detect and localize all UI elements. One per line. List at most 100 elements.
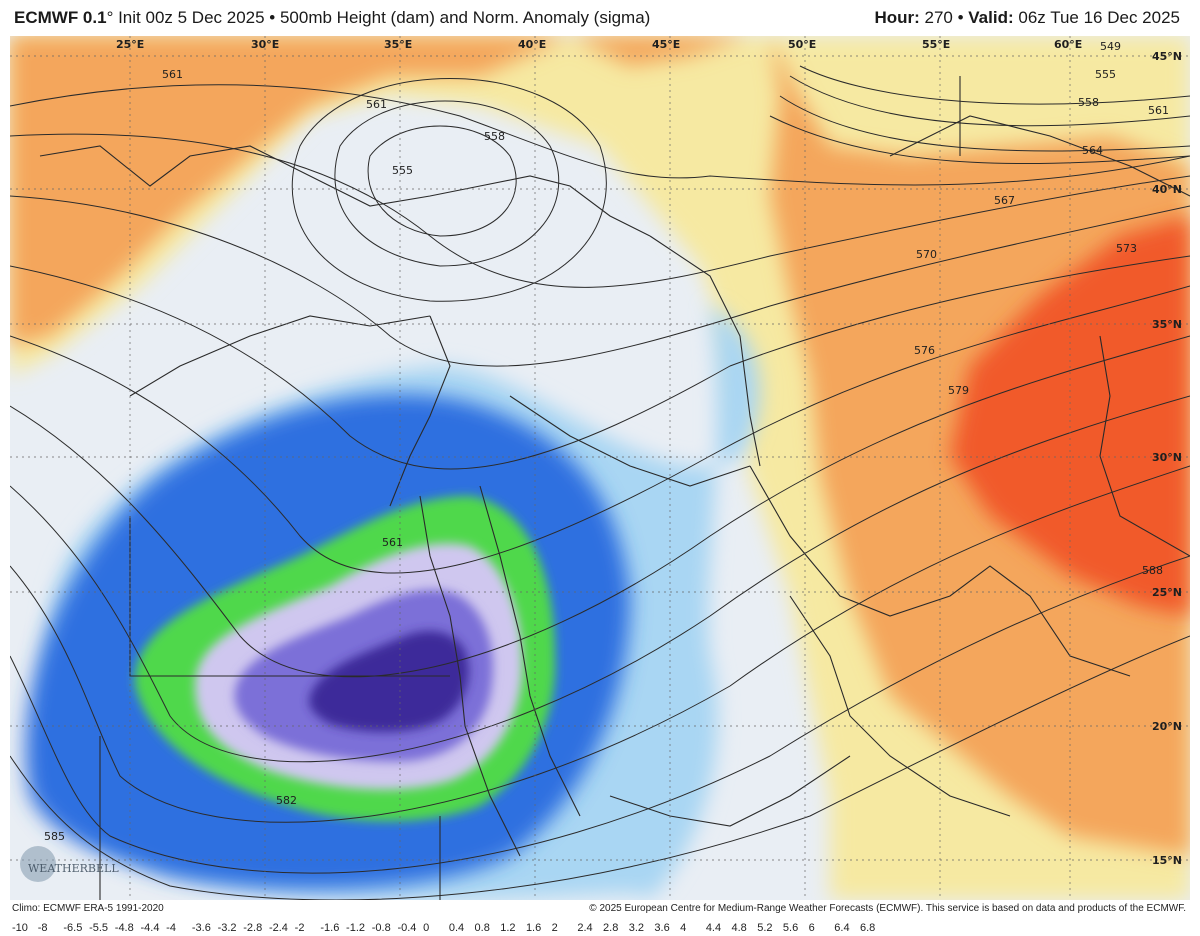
contour-561-north xyxy=(769,115,1190,165)
colorbar-tick-label: -2.4 xyxy=(268,922,288,934)
valid-value: 06z Tue 16 Dec 2025 xyxy=(1018,8,1180,27)
country-borders xyxy=(39,76,1190,900)
header-title: ECMWF 0.1° Init 00z 5 Dec 2025 • 500mb H… xyxy=(14,8,650,28)
arabian-coast-east xyxy=(789,595,1011,817)
contour-573 xyxy=(10,285,1190,574)
contour-label: 555 xyxy=(1095,68,1116,81)
contour-561 xyxy=(10,84,1190,186)
colorbar-tick-label: -5.5 xyxy=(89,922,109,934)
colorbar-tick-label: 6 xyxy=(808,922,815,934)
logo-globe-icon xyxy=(20,846,56,882)
iraq-saudi-border xyxy=(509,395,751,487)
red-sea-west-coast xyxy=(419,495,521,857)
colorbar-tick-label: -3.2 xyxy=(217,922,237,934)
weatherbell-logo: WEATHERBELL xyxy=(20,846,119,882)
height-contours xyxy=(10,65,1190,900)
colorbar-tick-label: -4.8 xyxy=(114,922,134,934)
contour-579 xyxy=(10,395,1190,763)
init-description: ° Init 00z 5 Dec 2025 • 500mb Height (da… xyxy=(106,8,651,27)
colorbar-tick-label: -4 xyxy=(166,922,176,934)
colorbar-tick-label: 1.6 xyxy=(525,922,542,934)
colorbar-tick-label: 0 xyxy=(423,922,430,934)
lon-label: 30°E xyxy=(251,38,279,51)
lon-label: 35°E xyxy=(384,38,412,51)
colorbar-tick-label: -0.8 xyxy=(371,922,391,934)
contour-label: 582 xyxy=(276,794,297,807)
colorbar-tick-label: -4.4 xyxy=(140,922,160,934)
colorbar-tick-label: 2.8 xyxy=(603,922,619,934)
model-name: ECMWF 0.1 xyxy=(14,8,107,27)
colorbar-tick-label: 5.2 xyxy=(757,922,773,934)
header-valid-time: Hour: 270 • Valid: 06z Tue 16 Dec 2025 xyxy=(874,8,1180,28)
colorbar-tick-label: 2 xyxy=(551,922,558,934)
colorbar-tick-label: 3.6 xyxy=(654,922,670,934)
contour-585 xyxy=(10,555,1190,874)
latitude-labels: 45°N 40°N 35°N 30°N 25°N 20°N 15°N xyxy=(1152,50,1182,867)
contour-label: 561 xyxy=(366,98,387,111)
colorbar-tick-label: -1.6 xyxy=(320,922,340,934)
weather-map: 25°E 30°E 35°E 40°E 45°E 50°E 55°E 60°E … xyxy=(10,36,1190,900)
gulf-coast xyxy=(749,465,1131,677)
hour-label: Hour: xyxy=(874,8,920,27)
colorbar-tick-label: 0.8 xyxy=(474,922,490,934)
closed-low-contour-561 xyxy=(291,78,607,302)
contour-label: 561 xyxy=(162,68,183,81)
levant-coast xyxy=(389,315,451,507)
caspian-east-border xyxy=(889,115,1190,197)
colorbar-tick-label: -3.6 xyxy=(191,922,211,934)
contour-576 xyxy=(10,335,1190,678)
credit-line: Climo: ECMWF ERA-5 1991-2020 © 2025 Euro… xyxy=(0,900,1200,918)
lon-label: 45°E xyxy=(652,38,680,51)
colorbar-tick-label: -8 xyxy=(37,922,48,934)
lon-label: 60°E xyxy=(1054,38,1082,51)
positive-anomaly-orange xyxy=(10,36,1190,856)
lat-label: 20°N xyxy=(1152,720,1182,733)
colorbar-tick-label: -2.8 xyxy=(243,922,263,934)
contour-label: 579 xyxy=(948,384,969,397)
contour-label: 564 xyxy=(1082,144,1103,157)
contour-label: 573 xyxy=(1116,242,1137,255)
colorbar-tick-label: 0.4 xyxy=(448,922,465,934)
lon-label: 50°E xyxy=(788,38,816,51)
copyright-text: © 2025 European Centre for Medium-Range … xyxy=(589,903,1186,914)
colorbar-tick-label: -2 xyxy=(294,922,305,934)
colorbar-tick-label: 4.4 xyxy=(705,922,722,934)
lat-label: 25°N xyxy=(1152,586,1182,599)
lat-label: 15°N xyxy=(1152,854,1182,867)
colorbar-tick-label: 4.8 xyxy=(731,922,747,934)
contour-564 xyxy=(10,133,1190,288)
strong-negative-anomaly xyxy=(309,631,469,732)
anomaly-field xyxy=(10,36,1190,900)
hour-value: 270 • xyxy=(924,8,964,27)
lat-label: 35°N xyxy=(1152,318,1182,331)
contour-label: 561 xyxy=(382,536,403,549)
yemen-border xyxy=(609,755,851,827)
colorbar-tick-label: -10 xyxy=(12,922,28,934)
colorbar-tick-label: -1.2 xyxy=(346,922,366,934)
colorbar-tick-label: 5.6 xyxy=(782,922,799,934)
border-north xyxy=(39,145,651,237)
contour-label: 588 xyxy=(1142,564,1163,577)
closed-low-contour-555 xyxy=(367,125,517,237)
contour-label: 567 xyxy=(994,194,1015,207)
closed-low-contour-558 xyxy=(334,100,560,267)
red-sea-east-coast xyxy=(479,485,581,817)
contour-label: 576 xyxy=(914,344,935,357)
contour-label: 561 xyxy=(1148,104,1169,117)
logo-text: WEATHERBELL xyxy=(28,862,119,875)
contour-label: 570 xyxy=(916,248,937,261)
colorbar-tick-label: 3.2 xyxy=(628,922,645,934)
lat-lon-grid xyxy=(10,36,1190,900)
contour-582 xyxy=(10,465,1190,823)
lon-label: 25°E xyxy=(116,38,144,51)
colorbar-tick-label: 4 xyxy=(680,922,687,934)
colorbar-tick-label: 1.2 xyxy=(500,922,516,934)
contour-label: 585 xyxy=(44,830,65,843)
valid-label: Valid: xyxy=(968,8,1014,27)
lon-label: 40°E xyxy=(518,38,546,51)
colorbar-tick-label: 6.4 xyxy=(834,922,850,934)
colorbar-labels: -10 -8 -6.5 -5.5 -4.8 -4.4 -4 -3.6 -3.2 -2.8 -2.4-… xyxy=(0,918,1200,936)
map-header: ECMWF 0.1° Init 00z 5 Dec 2025 • 500mb H… xyxy=(0,0,1200,36)
pakistan-border xyxy=(1099,335,1190,557)
lat-label: 40°N xyxy=(1152,183,1182,196)
